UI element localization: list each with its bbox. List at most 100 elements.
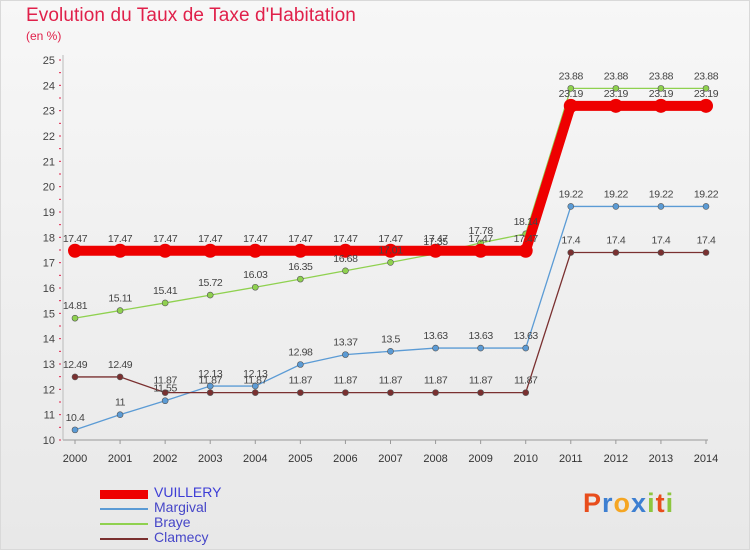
data-label-braye: 17.01: [378, 244, 403, 256]
y-tick-label: 17: [43, 258, 55, 270]
data-point-margival: [161, 397, 169, 405]
x-tick-label: 2010: [513, 453, 537, 465]
data-label-margival: 19.22: [604, 188, 629, 200]
data-label-clamecy: 17.4: [697, 235, 716, 247]
data-point-braye: [71, 314, 79, 322]
data-label-margival: 13.5: [381, 333, 400, 345]
series-braye: [71, 85, 710, 322]
data-point-vuillery: [338, 243, 353, 258]
data-label-margival: 12.98: [288, 347, 313, 359]
data-point-clamecy: [387, 389, 394, 396]
data-label-clamecy: 11.87: [379, 375, 403, 387]
x-tick-label: 2002: [153, 453, 177, 465]
chart-title: Evolution du Taux de Taxe d'Habitation: [26, 5, 356, 26]
data-label-margival: 19.22: [649, 188, 674, 200]
data-point-vuillery: [293, 243, 308, 258]
data-point-braye: [116, 307, 124, 314]
data-label-braye: 16.68: [333, 253, 358, 265]
data-point-clamecy: [206, 389, 214, 396]
data-label-clamecy: 17.4: [652, 235, 671, 247]
data-point-clamecy: [657, 249, 665, 256]
y-tick-label: 11: [44, 410, 55, 422]
data-label-braye: 23.88: [604, 70, 629, 82]
data-point-clamecy: [116, 373, 124, 381]
legend-item-clamecy: Clamecy: [100, 529, 300, 546]
data-point-clamecy: [251, 389, 259, 396]
data-label-clamecy: 11.87: [424, 375, 448, 387]
data-label-vuillery: 23.19: [694, 88, 719, 100]
y-tick-label: 24: [43, 80, 55, 92]
legend: VUILLERY Margival Braye Clamecy: [100, 484, 300, 546]
y-tick-label: 16: [43, 283, 55, 295]
legend-label-clamecy: Clamecy: [154, 529, 209, 545]
data-label-braye: 16.03: [243, 269, 268, 281]
logo-letter: o: [613, 488, 632, 518]
data-label-margival: 19.22: [694, 188, 719, 200]
data-label-vuillery: 17.47: [423, 233, 448, 245]
data-point-clamecy: [71, 373, 79, 381]
data-point-margival: [206, 382, 214, 390]
logo-letter: i: [647, 488, 656, 518]
data-point-margival: [522, 344, 530, 352]
data-label-braye: 15.72: [198, 277, 223, 289]
data-point-vuillery: [563, 98, 578, 113]
data-label-vuillery: 17.47: [243, 233, 268, 245]
data-label-vuillery: 17.47: [514, 233, 539, 245]
data-point-margival: [387, 348, 394, 355]
data-label-vuillery: 23.19: [604, 88, 629, 100]
data-label-margival: 11: [115, 397, 126, 409]
data-point-vuillery: [68, 243, 82, 258]
logo-letter: r: [602, 488, 614, 518]
data-label-clamecy: 11.87: [469, 375, 493, 387]
data-point-clamecy: [432, 389, 439, 396]
series-clamecy: [71, 249, 710, 396]
data-point-vuillery: [383, 243, 398, 258]
series-line-clamecy: [75, 251, 706, 394]
data-point-clamecy: [161, 389, 169, 396]
x-tick-label: 2004: [243, 453, 267, 465]
data-point-margival: [116, 411, 124, 418]
data-label-braye: 23.88: [559, 70, 584, 82]
data-point-braye: [657, 85, 665, 92]
logo-letter: i: [665, 488, 675, 518]
data-label-clamecy: 11.87: [153, 375, 177, 387]
data-label-margival: 19.22: [559, 188, 584, 200]
y-tick-label: 10: [43, 435, 55, 447]
data-label-vuillery: 23.19: [649, 88, 674, 100]
y-tick-label: 14: [43, 334, 55, 346]
y-tick-label: 20: [43, 182, 55, 194]
data-label-vuillery: 17.47: [378, 233, 403, 245]
data-point-margival: [477, 344, 484, 352]
data-point-braye: [612, 85, 620, 92]
legend-item-braye: Braye: [100, 514, 300, 531]
x-tick-label: 2009: [468, 453, 492, 465]
data-point-braye: [342, 267, 349, 275]
y-tick-label: 25: [43, 55, 55, 67]
data-label-clamecy: 12.49: [108, 359, 133, 371]
x-tick-label: 2012: [604, 453, 628, 465]
data-point-vuillery: [428, 243, 443, 258]
data-label-vuillery: 17.47: [469, 233, 494, 245]
data-label-braye: 14.81: [63, 300, 88, 312]
data-point-vuillery: [518, 243, 533, 258]
data-label-vuillery: 17.47: [288, 233, 313, 245]
data-point-vuillery: [203, 243, 218, 258]
x-tick-label: 2007: [378, 453, 402, 465]
data-point-clamecy: [612, 249, 620, 256]
y-tick-label: 21: [43, 156, 55, 168]
data-label-clamecy: 12.49: [63, 359, 88, 371]
data-point-braye: [161, 299, 169, 307]
logo-letter: x: [631, 488, 648, 518]
data-label-clamecy: 11.87: [198, 375, 222, 387]
data-label-braye: 23.88: [649, 70, 674, 82]
data-label-margival: 13.63: [423, 330, 448, 342]
data-label-braye: 23.88: [694, 70, 719, 82]
data-point-margival: [612, 203, 620, 210]
chart-subtitle: (en %): [26, 29, 62, 43]
x-tick-label: 2003: [198, 453, 222, 465]
data-point-vuillery: [699, 98, 713, 113]
data-label-vuillery: 17.47: [63, 233, 88, 245]
legend-item-margival: Margival: [100, 499, 300, 516]
logo-letter: t: [655, 488, 666, 518]
data-label-braye: 18.14: [514, 216, 539, 228]
